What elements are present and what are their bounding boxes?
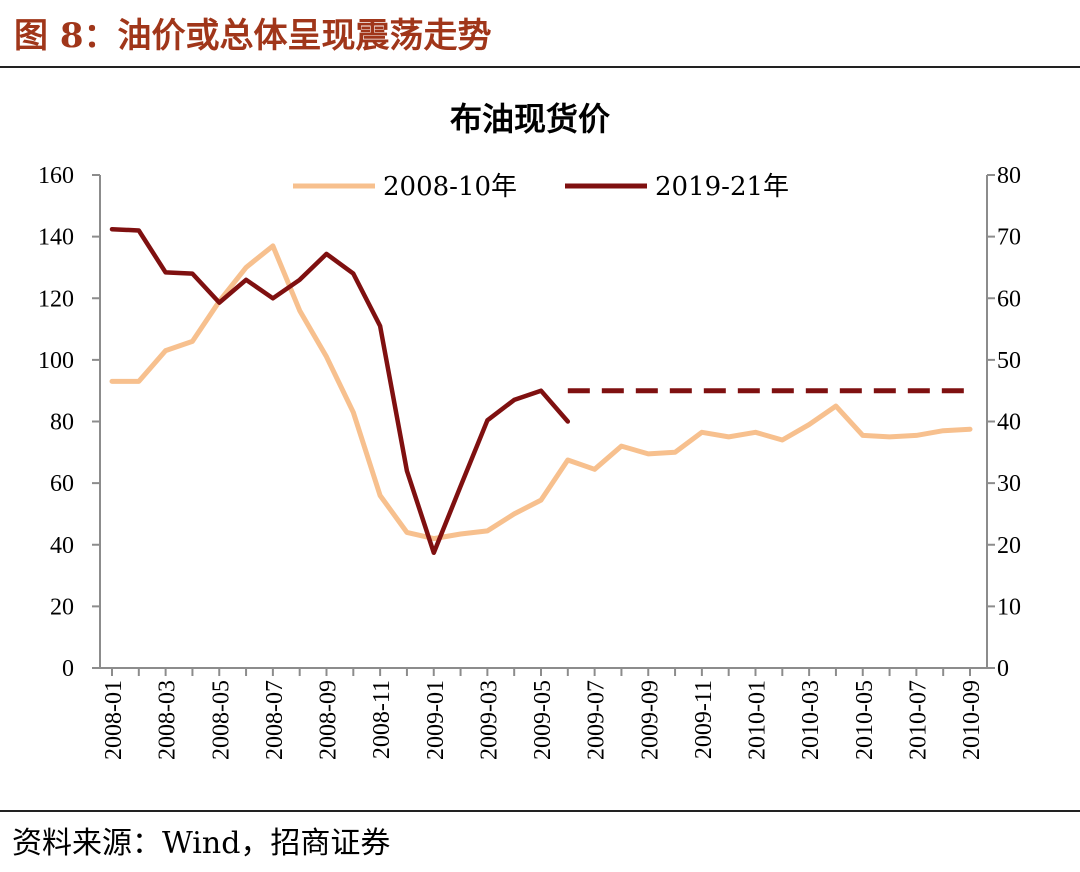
series-line-2 [109,226,571,556]
x-tick-label: 2008-05 [208,680,234,760]
x-tick-label: 2010-03 [798,680,824,760]
right-tick-label: 60 [997,286,1021,312]
source-note: 资料来源：Wind，招商证券 [12,826,391,861]
oil-price-chart: 布油现货价 0 20 40 60 80 100 120 140 160 0 10 20 30 40 50 60… [38,100,1021,760]
x-tick-label: 2008-11 [369,680,395,759]
figure-title: 图 8：油价或总体呈现震荡走势 [14,16,492,56]
right-tick-label: 40 [997,410,1021,436]
x-tick-label: 2009-09 [637,680,663,760]
x-tick-label: 2009-03 [476,680,502,760]
series-lines [109,226,973,556]
right-tick-label: 10 [997,594,1021,620]
axes: 0 20 40 60 80 100 120 140 160 0 10 20 30 40 50 60 70 80 20… [38,163,1021,760]
x-tick-label: 2009-11 [691,680,717,759]
legend-label-2: 2019-21年 [655,172,789,202]
right-tick-label: 80 [997,163,1021,189]
left-tick-label: 160 [38,163,74,189]
right-tick-label: 30 [997,471,1021,497]
x-tick-label: 2008-03 [155,680,181,760]
legend-label-1: 2008-10年 [383,172,517,202]
x-tick-label: 2008-09 [316,680,342,760]
legend: 2008-10年 2019-21年 [293,172,789,202]
left-tick-label: 20 [50,594,74,620]
left-tick-label: 140 [38,225,74,251]
top-rule [0,66,1080,68]
x-tick-label: 2008-01 [101,680,127,760]
x-tick-label: 2009-05 [530,680,556,760]
x-tick-label: 2009-01 [423,680,449,760]
right-tick-label: 20 [997,533,1021,559]
x-tick-label: 2010-01 [745,680,771,760]
left-tick-label: 60 [50,471,74,497]
bottom-rule [0,810,1080,812]
left-tick-label: 80 [50,410,74,436]
x-tick-label: 2009-07 [584,680,610,760]
left-tick-label: 0 [62,656,74,682]
series-line-1 [109,243,973,542]
x-tick-label: 2010-05 [852,680,878,760]
left-tick-label: 120 [38,286,74,312]
right-tick-label: 50 [997,348,1021,374]
right-tick-label: 70 [997,225,1021,251]
right-tick-label: 0 [997,656,1009,682]
left-tick-label: 40 [50,533,74,559]
left-tick-label: 100 [38,348,74,374]
x-tick-label: 2008-07 [262,680,288,760]
chart-title: 布油现货价 [450,100,610,138]
x-tick-label: 2010-09 [959,680,985,760]
x-tick-label: 2010-07 [905,680,931,760]
